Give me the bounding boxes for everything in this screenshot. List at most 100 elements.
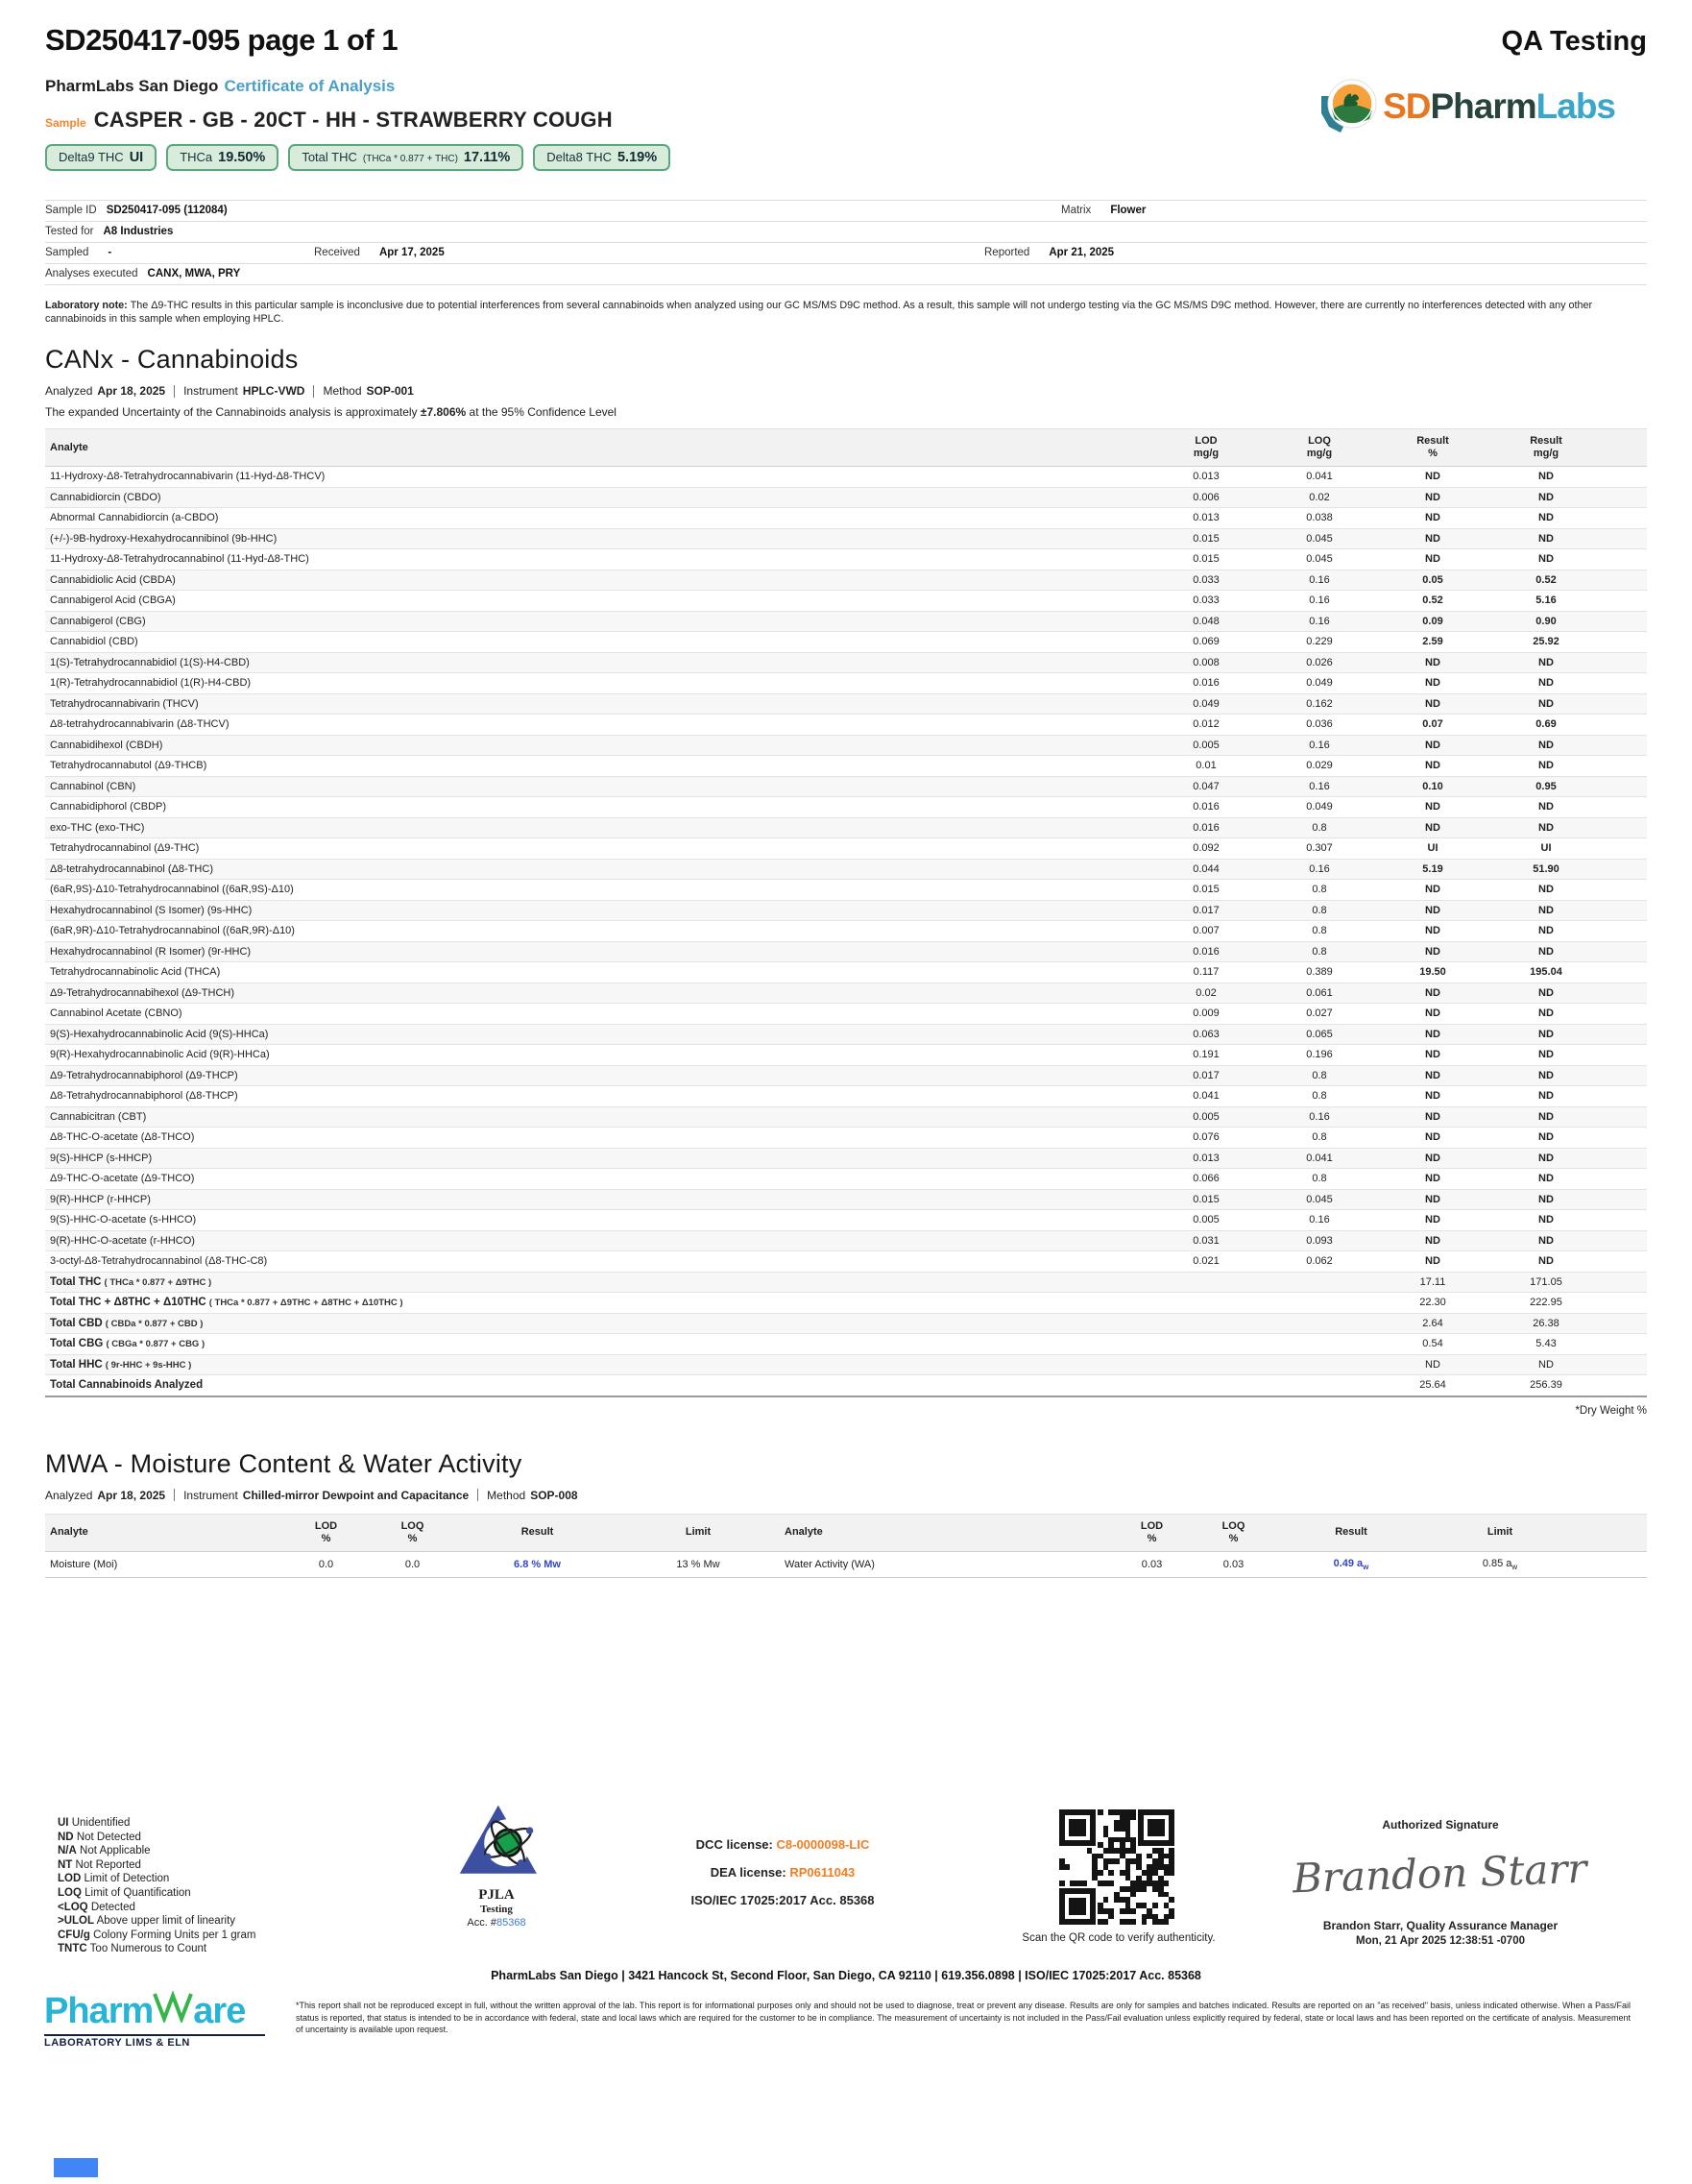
moisture-row: Moisture (Moi) 0.0 0.0 6.8 % Mw 13 % Mw … bbox=[45, 1551, 1647, 1578]
potency-badges: Delta9 THC UI THCa 19.50% Total THC (THC… bbox=[45, 144, 1647, 171]
legend-line: UI Unidentified bbox=[58, 1816, 255, 1831]
received-label: Received bbox=[314, 247, 360, 258]
reported-label: Reported bbox=[984, 247, 1030, 258]
lod-value: 0.041 bbox=[1149, 1085, 1263, 1107]
lod-value: 0.005 bbox=[1149, 1106, 1263, 1128]
table-row: (6aR,9R)-Δ10-Tetrahydrocannabinol ((6aR,… bbox=[45, 920, 1647, 942]
brand-wordmark: SDPharmLabs bbox=[1383, 86, 1616, 127]
loq-value: 0.8 bbox=[1263, 1168, 1376, 1190]
legend-abbr: >ULOL bbox=[58, 1915, 95, 1928]
result-mgg-value: ND bbox=[1489, 1127, 1603, 1149]
result-pct-value: ND bbox=[1376, 1085, 1489, 1107]
analyte-name: Tetrahydrocannabinol (Δ9-THC) bbox=[45, 837, 1149, 860]
analyte-name: 1(R)-Tetrahydrocannabidiol (1(R)-H4-CBD) bbox=[45, 672, 1149, 694]
matrix-label: Matrix bbox=[1061, 205, 1092, 216]
lod-value: 0.076 bbox=[1149, 1127, 1263, 1149]
loq-value: 0.049 bbox=[1263, 672, 1376, 694]
analyte-name: 9(S)-HHC-O-acetate (s-HHCO) bbox=[45, 1209, 1149, 1231]
table-row: Cannabigerol (CBG) 0.048 0.16 0.09 0.90 bbox=[45, 611, 1647, 632]
table-row: 9(R)-Hexahydrocannabinolic Acid (9(R)-HH… bbox=[45, 1044, 1647, 1066]
brand-labs: Labs bbox=[1535, 86, 1616, 126]
analyte-name: 9(R)-HHC-O-acetate (r-HHCO) bbox=[45, 1230, 1149, 1251]
result-pct-value: ND bbox=[1376, 879, 1489, 901]
result-pct-value: 0.52 bbox=[1376, 590, 1489, 612]
moisture-result: 6.8 % Mw bbox=[458, 1551, 616, 1578]
table-row: 3-octyl-Δ8-Tetrahydrocannabinol (Δ8-THC-… bbox=[45, 1250, 1647, 1273]
analyte-name: Δ8-tetrahydrocannabivarin (Δ8-THCV) bbox=[45, 714, 1149, 736]
reported-value: Apr 21, 2025 bbox=[1049, 247, 1115, 258]
info-row-dates: Sampled - Received Apr 17, 2025 Reported… bbox=[45, 243, 1647, 264]
loq-value: 0.8 bbox=[1263, 1085, 1376, 1107]
legend-line: ND Not Detected bbox=[58, 1831, 255, 1845]
lab-title-line: PharmLabs San Diego Certificate of Analys… bbox=[45, 77, 1647, 96]
lod-value: 0.016 bbox=[1149, 672, 1263, 694]
loq-value: 0.8 bbox=[1263, 1127, 1376, 1149]
loq-value: 0.062 bbox=[1263, 1250, 1376, 1273]
potency-badge: THCa 19.50% bbox=[166, 144, 279, 171]
result-pct-value: ND bbox=[1376, 1168, 1489, 1190]
result-mgg-value: UI bbox=[1489, 837, 1603, 860]
badge-value: 5.19% bbox=[616, 150, 658, 165]
analyte-name: (6aR,9S)-Δ10-Tetrahydrocannabinol ((6aR,… bbox=[45, 879, 1149, 901]
table-row: Cannabidiolic Acid (CBDA) 0.033 0.16 0.0… bbox=[45, 570, 1647, 591]
legend-text: Not Applicable bbox=[80, 1845, 151, 1857]
table-row: Hexahydrocannabinol (S Isomer) (9s-HHC) … bbox=[45, 900, 1647, 921]
legend-text: Unidentified bbox=[71, 1817, 131, 1829]
result-pct-value: ND bbox=[1376, 920, 1489, 942]
legend-text: Colony Forming Units per 1 gram bbox=[93, 1929, 256, 1941]
table-row: (+/-)-9B-hydroxy-Hexahydrocannibinol (9b… bbox=[45, 528, 1647, 549]
potency-badge: Delta9 THC UI bbox=[45, 144, 157, 171]
result-pct-value: 0.10 bbox=[1376, 776, 1489, 797]
dcc-license: DCC license: C8-0000098-LIC bbox=[695, 1837, 870, 1852]
info-row-analyses: Analyses executed CANX, MWA, PRY bbox=[45, 264, 1647, 285]
analyte-name: Abnormal Cannabidiorcin (a-CBDO) bbox=[45, 507, 1149, 529]
result-mgg-value: ND bbox=[1489, 652, 1603, 673]
mwa-section-title: MWA - Moisture Content & Water Activity bbox=[45, 1448, 522, 1478]
legend-abbr: <LOQ bbox=[58, 1901, 88, 1913]
total-pct-value: 2.64 bbox=[1376, 1313, 1489, 1334]
lod-value: 0.069 bbox=[1149, 631, 1263, 653]
lod-value: 0.005 bbox=[1149, 1209, 1263, 1231]
result-mgg-value: 51.90 bbox=[1489, 859, 1603, 880]
loq-value: 0.093 bbox=[1263, 1230, 1376, 1251]
table-row: Tetrahydrocannabivarin (THCV) 0.049 0.16… bbox=[45, 693, 1647, 715]
table-row: exo-THC (exo-THC) 0.016 0.8 ND ND bbox=[45, 817, 1647, 838]
result-pct-value: ND bbox=[1376, 1065, 1489, 1086]
laboratory-note-label: Laboratory note: bbox=[45, 300, 128, 311]
iso-accreditation: ISO/IEC 17025:2017 Acc. 85368 bbox=[690, 1893, 875, 1907]
result-mgg-value: ND bbox=[1489, 1044, 1603, 1066]
pjla-accreditation: PJLA Testing Acc. #85368 bbox=[420, 1802, 573, 1929]
total-label: Total THC + Δ8THC + Δ10THC bbox=[50, 1297, 206, 1308]
total-mgg-value: 26.38 bbox=[1489, 1313, 1603, 1334]
result-pct-value: ND bbox=[1376, 817, 1489, 838]
legend-text: Not Detected bbox=[76, 1831, 141, 1843]
col-loq: LOQ mg/g bbox=[1263, 428, 1376, 467]
qr-pattern bbox=[1059, 1809, 1174, 1925]
result-mgg-value: 0.95 bbox=[1489, 776, 1603, 797]
analyte-name: 3-octyl-Δ8-Tetrahydrocannabinol (Δ8-THC-… bbox=[45, 1250, 1149, 1273]
total-formula: ( CBDa * 0.877 + CBD ) bbox=[105, 1318, 204, 1329]
table-row: Δ9-Tetrahydrocannabiphorol (Δ9-THCP) 0.0… bbox=[45, 1065, 1647, 1086]
loq-value: 0.8 bbox=[1263, 879, 1376, 901]
lod-value: 0.117 bbox=[1149, 961, 1263, 983]
legend-line: LOD Limit of Detection bbox=[58, 1872, 255, 1886]
mwa-meta: Analyzed Apr 18, 2025 Instrument Chilled… bbox=[45, 1488, 578, 1502]
result-pct-value: ND bbox=[1376, 1230, 1489, 1251]
title-bar: SD250417-095 page 1 of 1 QA Testing bbox=[45, 23, 1647, 58]
cannabinoids-rows: 11-Hydroxy-Δ8-Tetrahydrocannabivarin (11… bbox=[45, 466, 1647, 1273]
result-mgg-value: ND bbox=[1489, 1065, 1603, 1086]
loq-value: 0.061 bbox=[1263, 983, 1376, 1004]
signature-script: Brandon Starr bbox=[1239, 1839, 1642, 1913]
badge-label: THCa bbox=[180, 150, 213, 164]
table-row: 9(S)-HHCP (s-HHCP) 0.013 0.041 ND ND bbox=[45, 1148, 1647, 1169]
result-pct-value: ND bbox=[1376, 652, 1489, 673]
badge-formula: (THCa * 0.877 + THC) bbox=[362, 154, 458, 164]
table-row: Cannabinol Acetate (CBNO) 0.009 0.027 ND… bbox=[45, 1003, 1647, 1025]
lod-value: 0.02 bbox=[1149, 983, 1263, 1004]
result-pct-value: ND bbox=[1376, 1003, 1489, 1025]
total-row: Total THC + Δ8THC + Δ10THC ( THCa * 0.87… bbox=[45, 1292, 1647, 1314]
uncertainty-note: The expanded Uncertainty of the Cannabin… bbox=[45, 405, 616, 419]
result-pct-value: 19.50 bbox=[1376, 961, 1489, 983]
page-corner-mark bbox=[54, 2158, 98, 2177]
table-row: Cannabidiorcin (CBDO) 0.006 0.02 ND ND bbox=[45, 487, 1647, 508]
